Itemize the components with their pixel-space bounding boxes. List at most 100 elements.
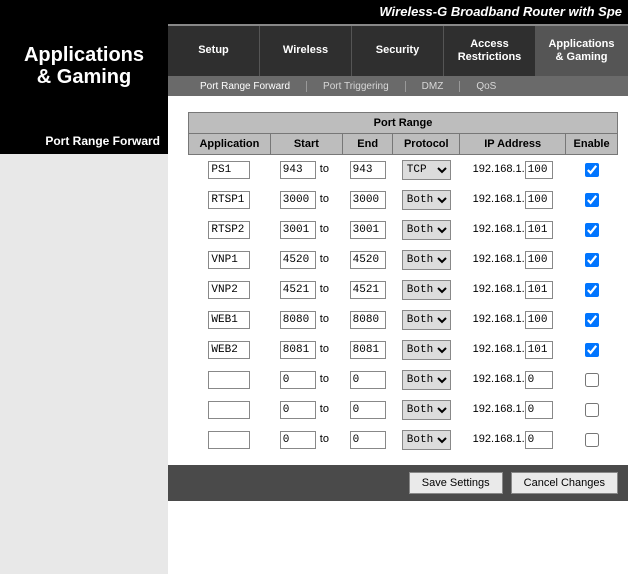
ip-input[interactable] <box>525 161 553 179</box>
to-label: to <box>316 163 333 175</box>
application-input[interactable] <box>208 251 250 269</box>
tab-applications-gaming[interactable]: Applications& Gaming <box>536 26 628 76</box>
start-port-input[interactable] <box>280 191 316 209</box>
tab-security[interactable]: Security <box>352 26 444 76</box>
ip-prefix-label: 192.168.1. <box>473 313 525 325</box>
enable-checkbox[interactable] <box>585 163 599 177</box>
brand-line1: Applications <box>24 44 144 66</box>
left-blank-area <box>0 154 168 574</box>
start-port-input[interactable] <box>280 341 316 359</box>
enable-checkbox[interactable] <box>585 373 599 387</box>
end-port-input[interactable] <box>350 281 386 299</box>
tab-wireless[interactable]: Wireless <box>260 26 352 76</box>
application-input[interactable] <box>208 161 250 179</box>
enable-checkbox[interactable] <box>585 283 599 297</box>
ip-input[interactable] <box>525 191 553 209</box>
protocol-select[interactable]: BothTCPUDP <box>402 340 451 360</box>
to-label: to <box>316 253 333 265</box>
protocol-select[interactable]: BothTCPUDP <box>402 310 451 330</box>
subtab-port-range-forward[interactable]: Port Range Forward <box>184 81 307 92</box>
end-port-input[interactable] <box>350 251 386 269</box>
start-port-input[interactable] <box>280 401 316 419</box>
protocol-select[interactable]: BothTCPUDP <box>402 370 451 390</box>
start-port-input[interactable] <box>280 371 316 389</box>
content-area: Port Range Application Start End Protoco… <box>168 96 628 465</box>
col-protocol: Protocol <box>393 134 460 155</box>
table-row: to BothTCPUDP 192.168.1. <box>189 365 618 395</box>
table-row: toBothTCPUDP192.168.1. <box>189 185 618 215</box>
protocol-select[interactable]: BothTCPUDP <box>402 160 451 180</box>
to-label: to <box>316 433 333 445</box>
application-input[interactable] <box>208 401 250 419</box>
subtab-port-triggering[interactable]: Port Triggering <box>307 81 406 92</box>
end-port-input[interactable] <box>350 191 386 209</box>
ip-input[interactable] <box>525 251 553 269</box>
application-input[interactable] <box>208 311 250 329</box>
ip-prefix-label: 192.168.1. <box>473 433 525 445</box>
table-row: toBothTCPUDP192.168.1. <box>189 305 618 335</box>
end-port-input[interactable] <box>350 371 386 389</box>
cancel-button[interactable]: Cancel Changes <box>511 472 618 494</box>
application-input[interactable] <box>208 191 250 209</box>
protocol-select[interactable]: BothTCPUDP <box>402 250 451 270</box>
start-port-input[interactable] <box>280 221 316 239</box>
enable-checkbox[interactable] <box>585 343 599 357</box>
ip-input[interactable] <box>525 221 553 239</box>
application-input[interactable] <box>208 341 250 359</box>
application-input[interactable] <box>208 431 250 449</box>
table-row: toBothTCPUDP192.168.1. <box>189 245 618 275</box>
section-label: Port Range Forward <box>0 128 168 154</box>
ip-prefix-label: 192.168.1. <box>473 283 525 295</box>
tab-access-restrictions[interactable]: AccessRestrictions <box>444 26 536 76</box>
protocol-select[interactable]: BothTCPUDP <box>402 430 451 450</box>
subtab-dmz[interactable]: DMZ <box>406 81 461 92</box>
application-input[interactable] <box>208 221 250 239</box>
enable-checkbox[interactable] <box>585 313 599 327</box>
ip-prefix-label: 192.168.1. <box>473 163 525 175</box>
start-port-input[interactable] <box>280 311 316 329</box>
end-port-input[interactable] <box>350 341 386 359</box>
ip-input[interactable] <box>525 311 553 329</box>
sub-tabs: Port Range ForwardPort TriggeringDMZQoS <box>168 76 628 96</box>
col-enable: Enable <box>566 134 618 155</box>
end-port-input[interactable] <box>350 221 386 239</box>
ip-input[interactable] <box>525 341 553 359</box>
subtab-qos[interactable]: QoS <box>460 81 512 92</box>
application-input[interactable] <box>208 371 250 389</box>
ip-input[interactable] <box>525 281 553 299</box>
ip-input[interactable] <box>525 431 553 449</box>
product-title-bar: Wireless-G Broadband Router with Spe <box>0 0 628 24</box>
enable-checkbox[interactable] <box>585 253 599 267</box>
protocol-select[interactable]: BothTCPUDP <box>402 190 451 210</box>
ip-prefix-label: 192.168.1. <box>473 403 525 415</box>
ip-input[interactable] <box>525 401 553 419</box>
end-port-input[interactable] <box>350 311 386 329</box>
protocol-select[interactable]: BothTCPUDP <box>402 220 451 240</box>
start-port-input[interactable] <box>280 251 316 269</box>
application-input[interactable] <box>208 281 250 299</box>
to-label: to <box>316 373 333 385</box>
enable-checkbox[interactable] <box>585 193 599 207</box>
enable-checkbox[interactable] <box>585 403 599 417</box>
start-port-input[interactable] <box>280 161 316 179</box>
protocol-select[interactable]: BothTCPUDP <box>402 280 451 300</box>
start-port-input[interactable] <box>280 431 316 449</box>
enable-checkbox[interactable] <box>585 433 599 447</box>
protocol-select[interactable]: BothTCPUDP <box>402 400 451 420</box>
enable-checkbox[interactable] <box>585 223 599 237</box>
ip-prefix-label: 192.168.1. <box>473 373 525 385</box>
end-port-input[interactable] <box>350 431 386 449</box>
end-port-input[interactable] <box>350 161 386 179</box>
ip-prefix-label: 192.168.1. <box>473 343 525 355</box>
start-port-input[interactable] <box>280 281 316 299</box>
to-label: to <box>316 283 333 295</box>
ip-prefix-label: 192.168.1. <box>473 223 525 235</box>
tab-setup[interactable]: Setup <box>168 26 260 76</box>
table-row: toBothTCPUDP192.168.1. <box>189 395 618 425</box>
end-port-input[interactable] <box>350 401 386 419</box>
table-row: to BothTCPUDP 192.168.1. <box>189 425 618 455</box>
main-tabs: SetupWirelessSecurityAccessRestrictionsA… <box>168 24 628 76</box>
ip-input[interactable] <box>525 371 553 389</box>
save-button[interactable]: Save Settings <box>409 472 503 494</box>
table-row: toBothTCPUDP192.168.1. <box>189 335 618 365</box>
